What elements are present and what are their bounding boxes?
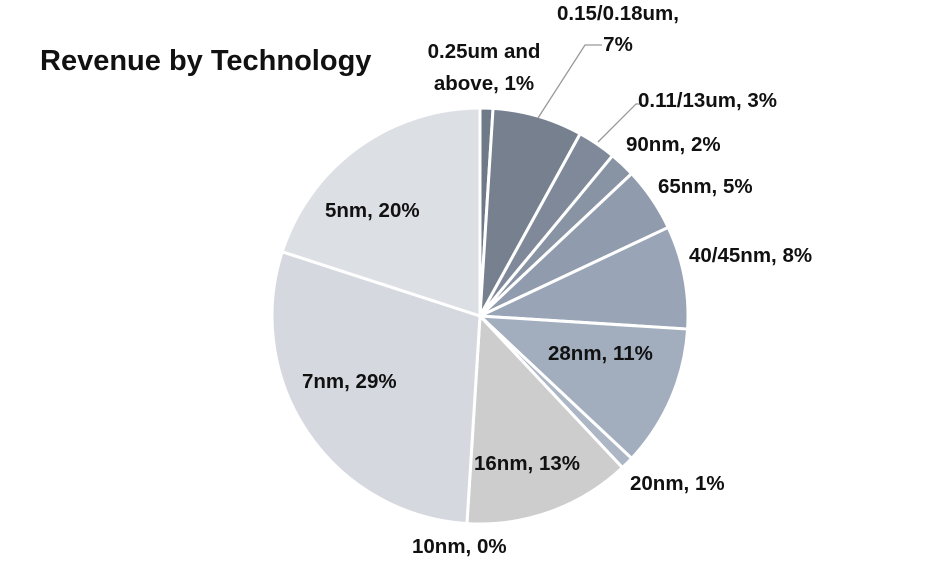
chart-title: Revenue by Technology bbox=[40, 45, 371, 77]
label-10nm: 10nm, 0% bbox=[412, 535, 507, 558]
label-16nm: 16nm, 13% bbox=[474, 452, 580, 475]
leader-lines bbox=[537, 44, 642, 143]
label-0-25um-line2: above, 1% bbox=[434, 72, 534, 95]
label-5nm: 5nm, 20% bbox=[325, 199, 420, 222]
pie-slice-7nm bbox=[270, 250, 482, 526]
leader-0-15um bbox=[537, 44, 602, 119]
label-40nm: 40/45nm, 8% bbox=[689, 244, 812, 267]
label-28nm: 28nm, 11% bbox=[548, 342, 653, 365]
pie-slice-28nm bbox=[478, 314, 690, 460]
label-0-15um-line2: 7% bbox=[603, 33, 633, 56]
leader-0-11um bbox=[597, 103, 642, 143]
label-65nm: 65nm, 5% bbox=[658, 175, 753, 198]
pie-slice-40-45nm bbox=[478, 225, 690, 331]
pie-slice-16nm bbox=[465, 314, 624, 526]
label-0-25um-line1: 0.25um and bbox=[428, 40, 541, 63]
label-90nm: 90nm, 2% bbox=[626, 133, 721, 156]
label-7nm: 7nm, 29% bbox=[302, 370, 397, 393]
pie-slice-5nm bbox=[280, 106, 482, 318]
label-0-15um-line1: 0.15/0.18um, bbox=[557, 2, 679, 25]
pie-slices bbox=[270, 106, 690, 526]
label-20nm: 20nm, 1% bbox=[630, 472, 725, 495]
label-0-11um: 0.11/13um, 3% bbox=[638, 89, 777, 112]
